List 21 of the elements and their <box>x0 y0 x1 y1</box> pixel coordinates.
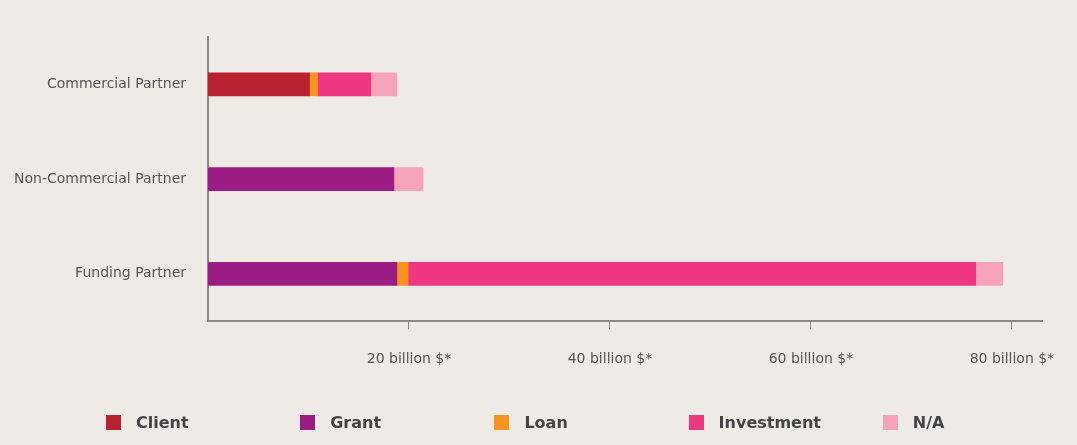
bar <box>370 72 398 97</box>
bar <box>317 72 372 97</box>
y-tick-label: Non-Commercial Partner <box>14 169 187 186</box>
y-tick-label: Commercial Partner <box>46 75 187 92</box>
legend-label: Client <box>136 413 189 432</box>
x-tick-label: 20 billion $* <box>366 350 452 367</box>
x-tick-label: 80 billion $* <box>969 350 1055 367</box>
legend-label: Investment <box>718 413 821 432</box>
bar <box>393 167 424 191</box>
bar <box>208 72 310 97</box>
bar <box>407 262 977 286</box>
legend-label: N/A <box>912 413 945 432</box>
legend-label: Loan <box>524 413 568 432</box>
y-tick-label: Funding Partner <box>75 264 187 281</box>
bar <box>396 262 409 286</box>
x-tick-label: 60 billion $* <box>768 350 854 367</box>
x-tick-label: 40 billion $* <box>567 350 653 367</box>
bar <box>208 262 398 286</box>
legend-label: Grant <box>330 413 382 432</box>
bar <box>208 167 395 191</box>
bar <box>975 262 1004 286</box>
